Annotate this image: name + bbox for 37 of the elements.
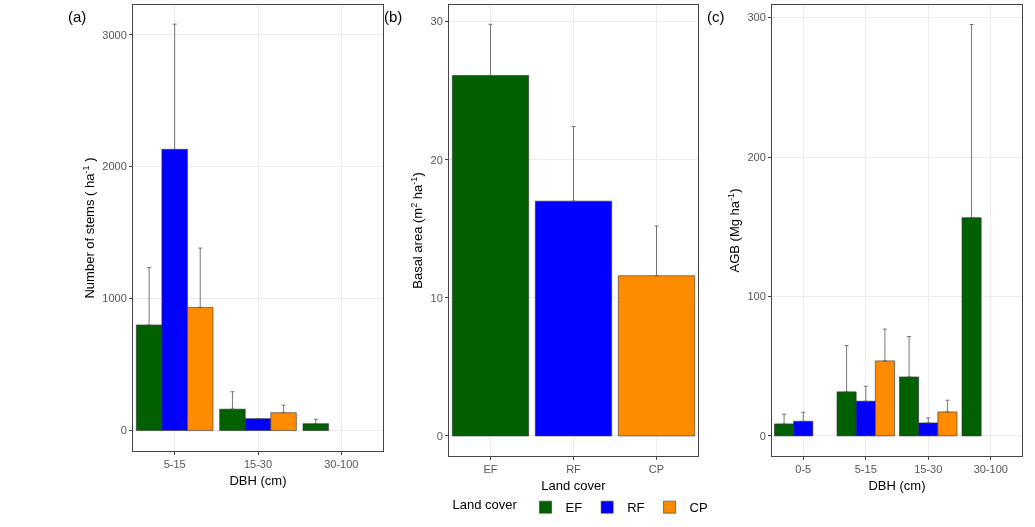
chart-title: (c) (707, 8, 725, 26)
x-tick-label: 5-15 (163, 458, 186, 471)
x-tick-label: 30-100 (324, 458, 359, 471)
x-tick-label: CP (648, 463, 665, 476)
y-tick-label: 0 (436, 429, 443, 442)
legend-label: CP (689, 500, 708, 516)
chart-title: (a) (68, 8, 87, 26)
bar (961, 217, 982, 437)
y-tick-label: 30 (430, 15, 443, 28)
bar (452, 75, 529, 437)
y-tick-label: 3000 (102, 28, 127, 41)
y-tick-label: 2000 (102, 160, 127, 173)
bar (535, 200, 612, 437)
y-tick-label: 20 (430, 153, 443, 166)
legend-title: Land cover (452, 497, 518, 513)
bar (618, 275, 695, 437)
y-tick-label: 10 (430, 291, 443, 304)
bar (302, 423, 329, 431)
x-axis-title: DBH (cm) (229, 472, 287, 488)
x-tick-label: 30-100 (973, 463, 1008, 476)
legend-label: EF (565, 500, 583, 516)
y-tick-label: 100 (747, 290, 766, 303)
x-tick-label: 15-30 (914, 463, 943, 476)
chart-title: (b) (384, 8, 403, 26)
y-tick-label: 300 (747, 11, 766, 24)
x-tick-label: 0-5 (795, 463, 812, 476)
legend-label: RF (627, 500, 645, 516)
y-tick-label: 0 (120, 424, 127, 437)
x-tick-label: RF (566, 463, 582, 476)
y-tick-label: 200 (747, 150, 766, 163)
x-axis-title: DBH (cm) (868, 477, 926, 493)
x-tick-label: 5-15 (854, 463, 877, 476)
y-tick-label: 1000 (102, 292, 127, 305)
x-tick-label: EF (483, 463, 498, 476)
x-axis-title: Land cover (541, 477, 607, 493)
x-tick-label: 15-30 (243, 458, 273, 471)
y-tick-label: 0 (759, 429, 766, 442)
